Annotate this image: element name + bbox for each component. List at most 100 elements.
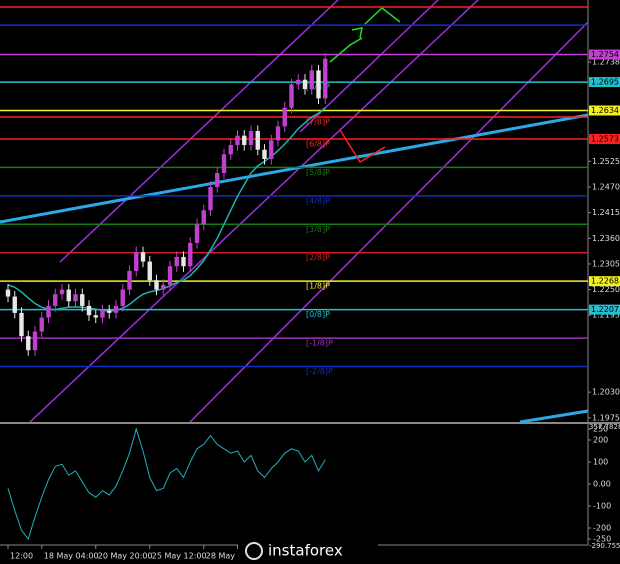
candle-body (194, 224, 200, 243)
candle-body (46, 305, 51, 318)
candle-body (134, 252, 139, 271)
level-label: [2/8]P (306, 253, 330, 262)
channel-lines (29, 0, 589, 423)
y-tick-label: -100 (593, 502, 611, 511)
candle-body (161, 284, 166, 290)
candle-body (73, 294, 78, 302)
candle-body (302, 79, 308, 90)
candle-body (12, 296, 17, 313)
y-tick-label: 200 (593, 435, 608, 444)
price-box-label: 1.2695 (591, 78, 619, 87)
level-label: [3/8]P (306, 225, 330, 234)
candle-body (80, 294, 85, 306)
candle-body (289, 84, 294, 108)
candle-body (248, 131, 254, 146)
candle-body (174, 256, 179, 267)
candle-body (86, 305, 92, 316)
candle-body (228, 145, 233, 155)
y-tick-label: 1.2470 (592, 182, 620, 191)
y-tick-label: 1.2250 (592, 285, 620, 294)
candle-body (188, 242, 193, 267)
candle-body (100, 310, 105, 318)
y-tick-label: 1.1975 (592, 413, 620, 422)
candle-body (120, 289, 125, 306)
candle-body (221, 154, 227, 173)
indicator-min: -290.755 (589, 542, 620, 550)
indicator-line (7, 427, 326, 541)
y-tick-label: 1.2305 (592, 259, 620, 268)
level-label: [5/8]P (306, 168, 330, 177)
x-tick-label: 20 May 20:00 (98, 552, 153, 561)
y-tick-label: 250 (593, 424, 608, 433)
price-box-label: 1.2207 (591, 305, 619, 314)
level-label: [7/8]P (306, 118, 330, 127)
logo: instaforex (268, 542, 343, 560)
candle-body (215, 172, 220, 187)
candle-body (53, 294, 58, 306)
candle-body (309, 70, 314, 90)
plot: 1.2738 1.2525 1.2470 1.2415 1.2360 1.2305 1.22… (0, 6, 620, 561)
logo-icon (245, 542, 263, 560)
candle-body (181, 256, 186, 267)
y-tick-label: -200 (593, 524, 611, 533)
candle-body (93, 315, 98, 318)
level-label: [1/8]P (306, 282, 330, 291)
level-label: [-1/8]P (306, 339, 333, 348)
candle-body (262, 149, 267, 160)
y-tick-label: 0.00 (593, 480, 611, 489)
candle-body (66, 289, 71, 302)
price-box-label: 1.2268 (591, 277, 619, 286)
y-tick-label: 1.2195 (592, 311, 620, 320)
indicator-max: 357.7826 (589, 423, 620, 431)
x-tick-label: 18 May 04:00 (44, 552, 99, 561)
candle-body (113, 305, 119, 313)
candle-body (255, 131, 260, 150)
candle-body (208, 186, 213, 211)
x-tick-label: 12:00 (10, 552, 33, 561)
level-label: [0/8]P (306, 310, 330, 319)
candle-body (323, 58, 328, 99)
y-tick-label: 1.2360 (592, 234, 620, 243)
candle-body (19, 312, 24, 337)
candle-body (316, 70, 321, 99)
y-tick-label: 1.2738 (592, 58, 620, 67)
price-box-label: 1.2634 (591, 106, 619, 115)
price-box (589, 49, 620, 60)
y-tick-label: 100 (593, 457, 608, 466)
level-label: [6/8]P (306, 139, 330, 148)
level-label: [-2/8]P (306, 367, 333, 376)
price-box (589, 77, 620, 88)
price-box-label: 1.2754 (591, 50, 619, 59)
candle-body (154, 280, 159, 290)
candle-body (275, 126, 281, 141)
candle-body (296, 79, 301, 85)
price-box (589, 133, 620, 144)
candle-body (147, 261, 152, 281)
price-box-label: 1.2573 (591, 134, 619, 143)
candle-body (5, 289, 11, 297)
candle-body (26, 336, 31, 351)
trend-line (0, 113, 589, 224)
y-tick-label: 1.2525 (592, 157, 620, 166)
price-box (589, 276, 620, 287)
candle-body (59, 289, 65, 295)
trend-line (519, 409, 589, 424)
x-tick-label: 28 May 04:00 (206, 552, 261, 561)
candle-body (127, 270, 132, 290)
candle-body (282, 107, 287, 127)
candle-body (107, 310, 112, 313)
x-tick-label: 25 May 12:00 (152, 552, 207, 561)
y-tick-label: 1.2415 (592, 208, 620, 217)
level-label: [4/8]P (306, 196, 330, 205)
candle-body (39, 317, 44, 332)
candle-body (235, 135, 240, 146)
y-tick-label: -250 (593, 535, 611, 544)
forecast-arrows (329, 7, 401, 164)
y-tick-label: 1.2030 (592, 388, 620, 397)
candle-body (140, 252, 146, 262)
price-box (589, 105, 620, 116)
candle-body (269, 140, 274, 160)
candle-body (32, 331, 38, 351)
candle-body (242, 135, 247, 146)
